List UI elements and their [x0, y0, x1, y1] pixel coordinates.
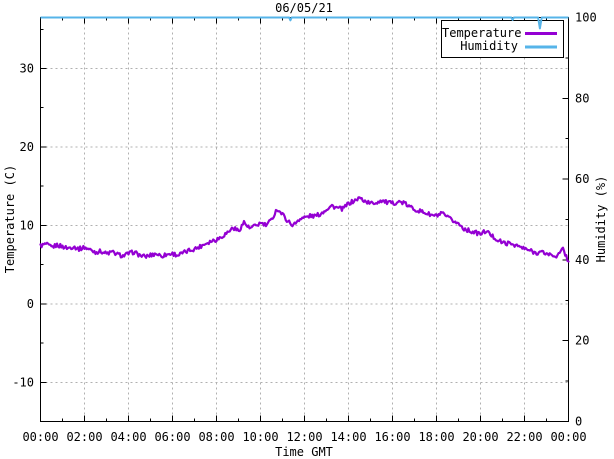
x-axis-title: Time GMT [275, 445, 333, 459]
y2-tick-label: 80 [575, 91, 589, 105]
temperature-line [39, 196, 570, 263]
y2-axis-title: Humidity (%) [594, 175, 608, 263]
humidity-line [40, 16, 569, 30]
x-tick-label: 08:00 [198, 430, 234, 444]
chart-title: 06/05/21 [275, 1, 333, 15]
x-tick-label: 16:00 [374, 430, 410, 444]
x-tick-label: 04:00 [110, 430, 146, 444]
x-tick-label: 10:00 [242, 430, 278, 444]
y2-tick-label: 0 [575, 415, 582, 429]
x-tick-label: 02:00 [66, 430, 102, 444]
x-tick-label: 06:00 [154, 430, 190, 444]
y2-tick-label: 60 [575, 172, 589, 186]
y-axis-title: Temperature (C) [3, 164, 17, 274]
y2-tick-label: 40 [575, 253, 589, 267]
y-tick-label: 20 [20, 140, 34, 154]
x-tick-label: 20:00 [462, 430, 498, 444]
legend-box [441, 20, 564, 58]
y-tick-label: 30 [20, 61, 34, 75]
y-tick-label: -10 [12, 375, 34, 389]
y-tick-label: 10 [20, 218, 34, 232]
x-tick-label: 00:00 [22, 430, 58, 444]
y-tick-label: 0 [27, 297, 34, 311]
legend-label-humidity: Humidity [460, 39, 518, 53]
x-tick-label: 00:00 [550, 430, 586, 444]
y2-tick-label: 20 [575, 334, 589, 348]
x-tick-label: 14:00 [330, 430, 366, 444]
x-tick-label: 22:00 [506, 430, 542, 444]
y2-tick-label: 100 [575, 11, 597, 25]
legend-label-temperature: Temperature [442, 26, 522, 40]
x-tick-label: 12:00 [286, 430, 322, 444]
x-tick-label: 18:00 [418, 430, 454, 444]
